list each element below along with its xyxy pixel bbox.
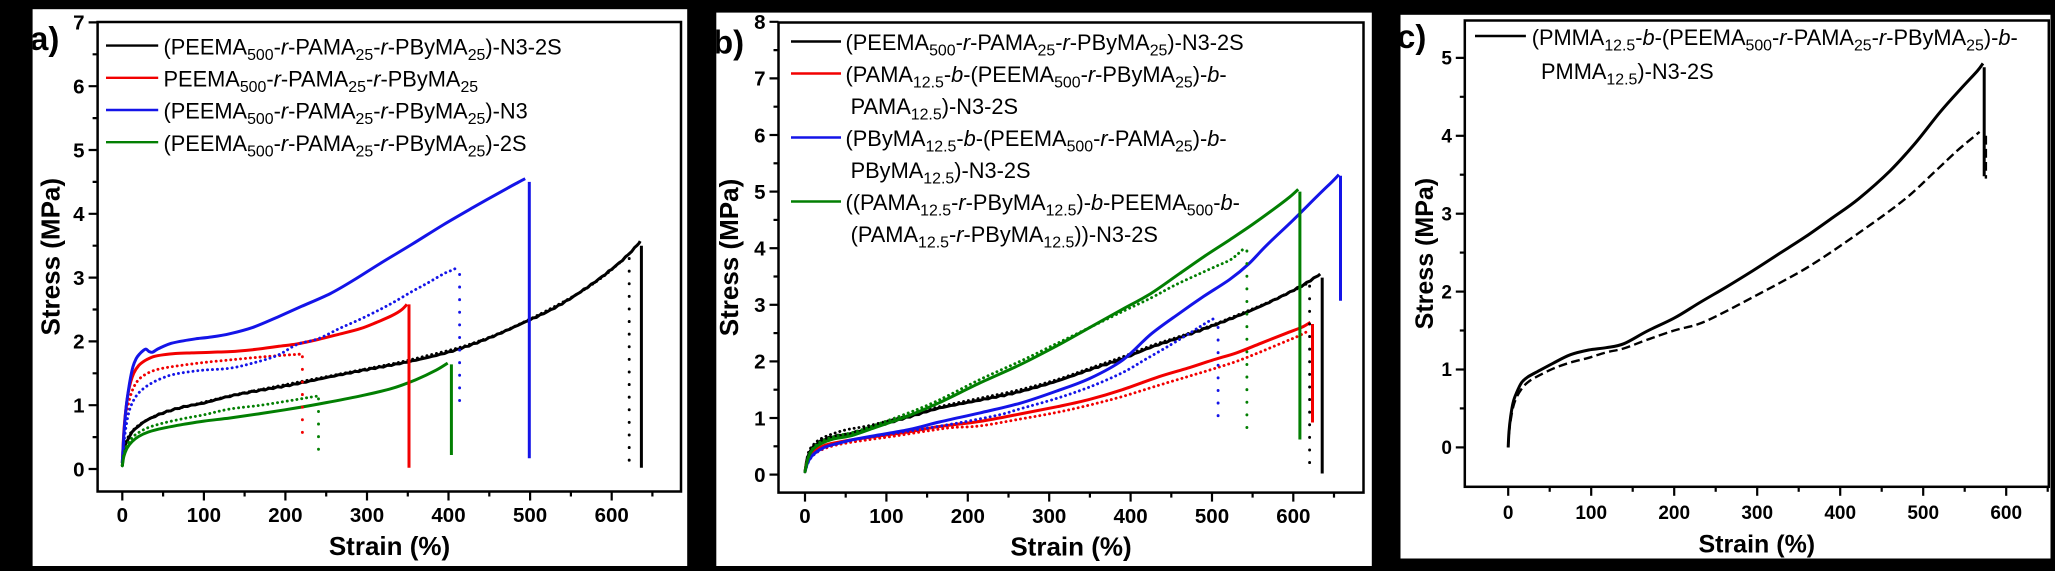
svg-text:5: 5: [754, 181, 765, 204]
svg-text:0: 0: [117, 504, 128, 527]
svg-text:0: 0: [73, 458, 84, 481]
svg-text:1: 1: [1441, 360, 1452, 381]
svg-text:4: 4: [1441, 127, 1452, 148]
svg-text:400: 400: [431, 504, 465, 527]
svg-text:PAMA12.5)-N3-2S: PAMA12.5)-N3-2S: [851, 94, 1018, 124]
svg-text:300: 300: [350, 504, 384, 527]
svg-text:6: 6: [73, 76, 84, 99]
svg-text:8: 8: [754, 11, 765, 34]
svg-text:PByMA12.5)-N3-2S: PByMA12.5)-N3-2S: [851, 158, 1031, 188]
svg-text:PEEMA500-r-PAMA25-r-PByMA25: PEEMA500-r-PAMA25-r-PByMA25: [164, 67, 479, 97]
svg-text:4: 4: [754, 238, 766, 261]
svg-text:200: 200: [268, 504, 302, 527]
svg-text:(PEEMA500-r-PAMA25-r-PByMA25)-: (PEEMA500-r-PAMA25-r-PByMA25)-N3: [164, 99, 528, 129]
svg-text:Strain (%): Strain (%): [1010, 532, 1131, 562]
svg-text:500: 500: [513, 504, 547, 527]
svg-text:3: 3: [754, 294, 765, 317]
svg-text:(PAMA12.5-b-(PEEMA500-r-PByMA2: (PAMA12.5-b-(PEEMA500-r-PByMA25)-b-: [846, 62, 1227, 92]
svg-text:300: 300: [1741, 503, 1773, 524]
svg-text:(PEEMA500-r-PAMA25-r-PByMA25)-: (PEEMA500-r-PAMA25-r-PByMA25)-N3-2S: [164, 34, 562, 64]
svg-text:100: 100: [869, 505, 903, 528]
svg-text:4: 4: [73, 203, 85, 226]
svg-text:2: 2: [754, 351, 765, 374]
svg-text:300: 300: [1032, 505, 1066, 528]
svg-text:(PEEMA500-r-PAMA25-r-PByMA25)-: (PEEMA500-r-PAMA25-r-PByMA25)-2S: [164, 131, 527, 161]
svg-text:(PEEMA500-r-PAMA25-r-PByMA25)-: (PEEMA500-r-PAMA25-r-PByMA25)-N3-2S: [846, 30, 1244, 60]
svg-text:Strain (%): Strain (%): [1698, 531, 1815, 559]
svg-text:0: 0: [754, 464, 765, 487]
svg-text:6: 6: [754, 124, 765, 147]
svg-text:Strain (%): Strain (%): [329, 531, 450, 561]
svg-text:5: 5: [73, 139, 84, 162]
svg-text:c): c): [1397, 18, 1426, 55]
svg-text:2: 2: [1441, 282, 1452, 303]
svg-text:b): b): [713, 24, 744, 61]
svg-text:400: 400: [1824, 503, 1856, 524]
svg-text:500: 500: [1907, 503, 1939, 524]
svg-text:3: 3: [73, 267, 84, 290]
svg-text:7: 7: [73, 12, 84, 35]
svg-text:a): a): [30, 20, 59, 57]
svg-text:((PAMA12.5-r-PByMA12.5)-b-PEEM: ((PAMA12.5-r-PByMA12.5)-b-PEEMA500-b-: [846, 190, 1240, 220]
svg-text:100: 100: [1575, 503, 1607, 524]
svg-text:Stress (MPa): Stress (MPa): [36, 178, 66, 336]
svg-text:600: 600: [1990, 503, 2022, 524]
svg-text:0: 0: [799, 505, 810, 528]
svg-text:0: 0: [1503, 503, 1514, 524]
svg-text:600: 600: [595, 504, 629, 527]
svg-text:(PMMA12.5-b-(PEEMA500-r-PAMA25: (PMMA12.5-b-(PEEMA500-r-PAMA25-r-PByMA25…: [1532, 25, 2018, 55]
svg-text:400: 400: [1113, 505, 1147, 528]
svg-text:(PAMA12.5-r-PByMA12.5))-N3-2S: (PAMA12.5-r-PByMA12.5))-N3-2S: [851, 222, 1158, 252]
svg-text:Stress (MPa): Stress (MPa): [1411, 178, 1439, 329]
svg-text:Stress (MPa): Stress (MPa): [714, 179, 744, 337]
svg-text:1: 1: [73, 395, 84, 418]
svg-text:2: 2: [73, 331, 84, 354]
svg-text:5: 5: [1441, 49, 1452, 70]
svg-text:200: 200: [1658, 503, 1690, 524]
svg-text:600: 600: [1276, 505, 1310, 528]
svg-text:7: 7: [754, 68, 765, 91]
svg-text:(PByMA12.5-b-(PEEMA500-r-PAMA2: (PByMA12.5-b-(PEEMA500-r-PAMA25)-b-: [846, 126, 1227, 156]
svg-text:3: 3: [1441, 204, 1452, 225]
svg-text:PMMA12.5)-N3-2S: PMMA12.5)-N3-2S: [1541, 59, 1714, 89]
svg-text:0: 0: [1441, 438, 1452, 459]
svg-text:200: 200: [951, 505, 985, 528]
svg-text:1: 1: [754, 407, 765, 430]
svg-text:500: 500: [1195, 505, 1229, 528]
svg-text:100: 100: [187, 504, 221, 527]
